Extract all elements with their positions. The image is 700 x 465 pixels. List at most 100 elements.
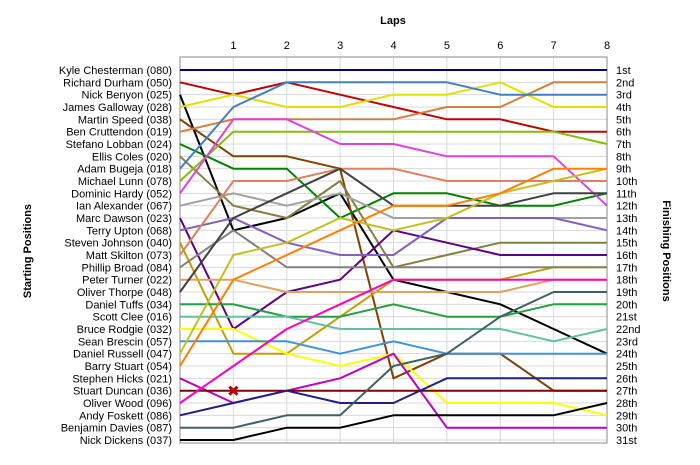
series-line: [179, 167, 607, 256]
finishing-position-label: 14th: [616, 225, 637, 237]
finishing-position-label: 28th: [616, 398, 637, 410]
series-line: [180, 315, 608, 343]
starting-position-label: Nick Dickens (037): [80, 435, 172, 447]
gridlines: [180, 57, 608, 443]
starting-position-label: Scott Clee (016): [93, 312, 172, 324]
starting-position-label: Stefano Lobban (024): [66, 139, 172, 151]
finishing-position-label: 6th: [616, 127, 631, 139]
finishing-position-label: 20th: [616, 299, 637, 311]
starting-position-label: Steven Johnson (040): [64, 238, 172, 250]
starting-position-label: Barry Stuart (054): [85, 361, 172, 373]
x-tick-label: 1: [230, 40, 236, 52]
finishing-position-label: 18th: [616, 275, 637, 287]
starting-position-label: Marc Dawson (023): [76, 213, 172, 225]
series-line: [179, 229, 607, 269]
series-line: [180, 291, 607, 429]
finishing-position-label: 3rd: [616, 90, 632, 102]
starting-position-label: Nick Benyon (025): [82, 90, 173, 102]
finishing-position-label: 11th: [616, 188, 637, 200]
series-line: [180, 303, 607, 318]
finishing-position-label: 29th: [616, 410, 637, 422]
x-tick-label: 7: [551, 40, 557, 52]
finishing-position-label: 31st: [616, 435, 637, 447]
x-tick-labels: 1 2 3 4 5 6 7 8: [230, 40, 610, 52]
starting-position-label: Stuart Duncan (036): [73, 386, 172, 398]
starting-position-label: Daniel Tuffs (034): [85, 299, 172, 311]
starting-position-label: Phillip Broad (084): [82, 262, 173, 274]
series-line: [179, 167, 608, 355]
finishing-position-label: 23rd: [616, 336, 638, 348]
series-line: [179, 167, 607, 367]
starting-position-label: Terry Upton (068): [86, 225, 172, 237]
series-line: [179, 81, 607, 133]
retired-marker: [228, 385, 239, 396]
series-line: [179, 278, 607, 404]
series-line: [180, 278, 607, 293]
right-axis-title: Finishing Positions: [660, 200, 672, 301]
finishing-position-label: 1st: [616, 65, 631, 77]
starting-position-label: Daniel Russell (047): [73, 349, 172, 361]
series-lines: [179, 69, 608, 441]
finishing-position-label: 24th: [616, 349, 637, 361]
x-tick-label: 2: [284, 40, 290, 52]
x-tick-label: 8: [604, 40, 610, 52]
finishing-position-label: 17th: [616, 262, 637, 274]
starting-position-label: Ellis Coles (020): [92, 151, 172, 163]
finishing-position-label: 5th: [616, 114, 631, 126]
finishing-position-label: 4th: [616, 102, 631, 114]
finishing-position-label: 7th: [616, 139, 631, 151]
x-tick-label: 5: [444, 40, 450, 52]
finishing-position-label: 27th: [616, 386, 637, 398]
series-line: [179, 143, 608, 219]
finishing-position-label: 13th: [616, 213, 637, 225]
starting-position-label: Martin Speed (038): [78, 114, 172, 126]
starting-position-label: Ben Cruttendon (019): [66, 127, 172, 139]
finishing-position-label: 9th: [616, 164, 631, 176]
finishing-position-label: 22nd: [616, 324, 640, 336]
left-axis-title: Starting Positions: [22, 204, 34, 298]
markers: [228, 385, 239, 396]
finishing-position-label: 21st: [616, 312, 637, 324]
series-line: [179, 377, 607, 417]
series-line: [180, 340, 607, 355]
starting-position-label: Bruce Rodgie (032): [77, 324, 172, 336]
series-line: [179, 81, 607, 170]
starting-position-label: Kyle Chesterman (080): [59, 65, 172, 77]
finishing-position-label: 8th: [616, 151, 631, 163]
starting-position-label: Stephen Hicks (021): [72, 373, 172, 385]
starting-position-label: Dominic Hardy (052): [71, 188, 172, 200]
series-line: [179, 130, 608, 182]
x-tick-label: 6: [497, 40, 503, 52]
starting-position-label: Michael Lunn (078): [78, 176, 172, 188]
starting-position-label: Sean Brescin (057): [78, 336, 172, 348]
starting-position-label: James Galloway (028): [63, 102, 172, 114]
starting-position-label: Peter Turner (022): [82, 275, 172, 287]
finishing-position-label: 26th: [616, 373, 637, 385]
starting-position-label: Oliver Wood (096): [83, 398, 172, 410]
starting-position-label: Benjamin Davies (087): [61, 423, 172, 435]
finishing-position-label: 19th: [616, 287, 637, 299]
finishing-position-label: 10th: [616, 176, 637, 188]
finishing-position-label: 15th: [616, 238, 637, 250]
series-line: [179, 217, 608, 256]
plot-frame: [179, 56, 608, 444]
starting-position-labels: Kyle Chesterman (080)Richard Durham (050…: [59, 65, 172, 447]
finishing-position-label: 25th: [616, 361, 637, 373]
x-tick-label: 3: [337, 40, 343, 52]
starting-position-label: Matt Skilton (073): [86, 250, 172, 262]
starting-position-label: Adam Bugeja (018): [77, 164, 172, 176]
starting-position-label: Richard Durham (050): [63, 77, 172, 89]
finishing-position-label: 12th: [616, 201, 637, 213]
series-line: [179, 118, 608, 207]
finishing-position-label: 16th: [616, 250, 637, 262]
finishing-position-labels: 1st2nd3rd4th5th6th7th8th9th10th11th12th1…: [616, 65, 640, 447]
finishing-position-label: 2nd: [616, 77, 634, 89]
starting-position-label: Oliver Thorpe (048): [77, 287, 172, 299]
finishing-position-label: 30th: [616, 423, 637, 435]
x-axis-title: Laps: [380, 15, 406, 27]
x-tick-label: 4: [390, 40, 396, 52]
starting-position-label: Ian Alexander (067): [76, 201, 172, 213]
starting-position-label: Andy Foskett (086): [79, 410, 172, 422]
series-line: [180, 402, 608, 441]
